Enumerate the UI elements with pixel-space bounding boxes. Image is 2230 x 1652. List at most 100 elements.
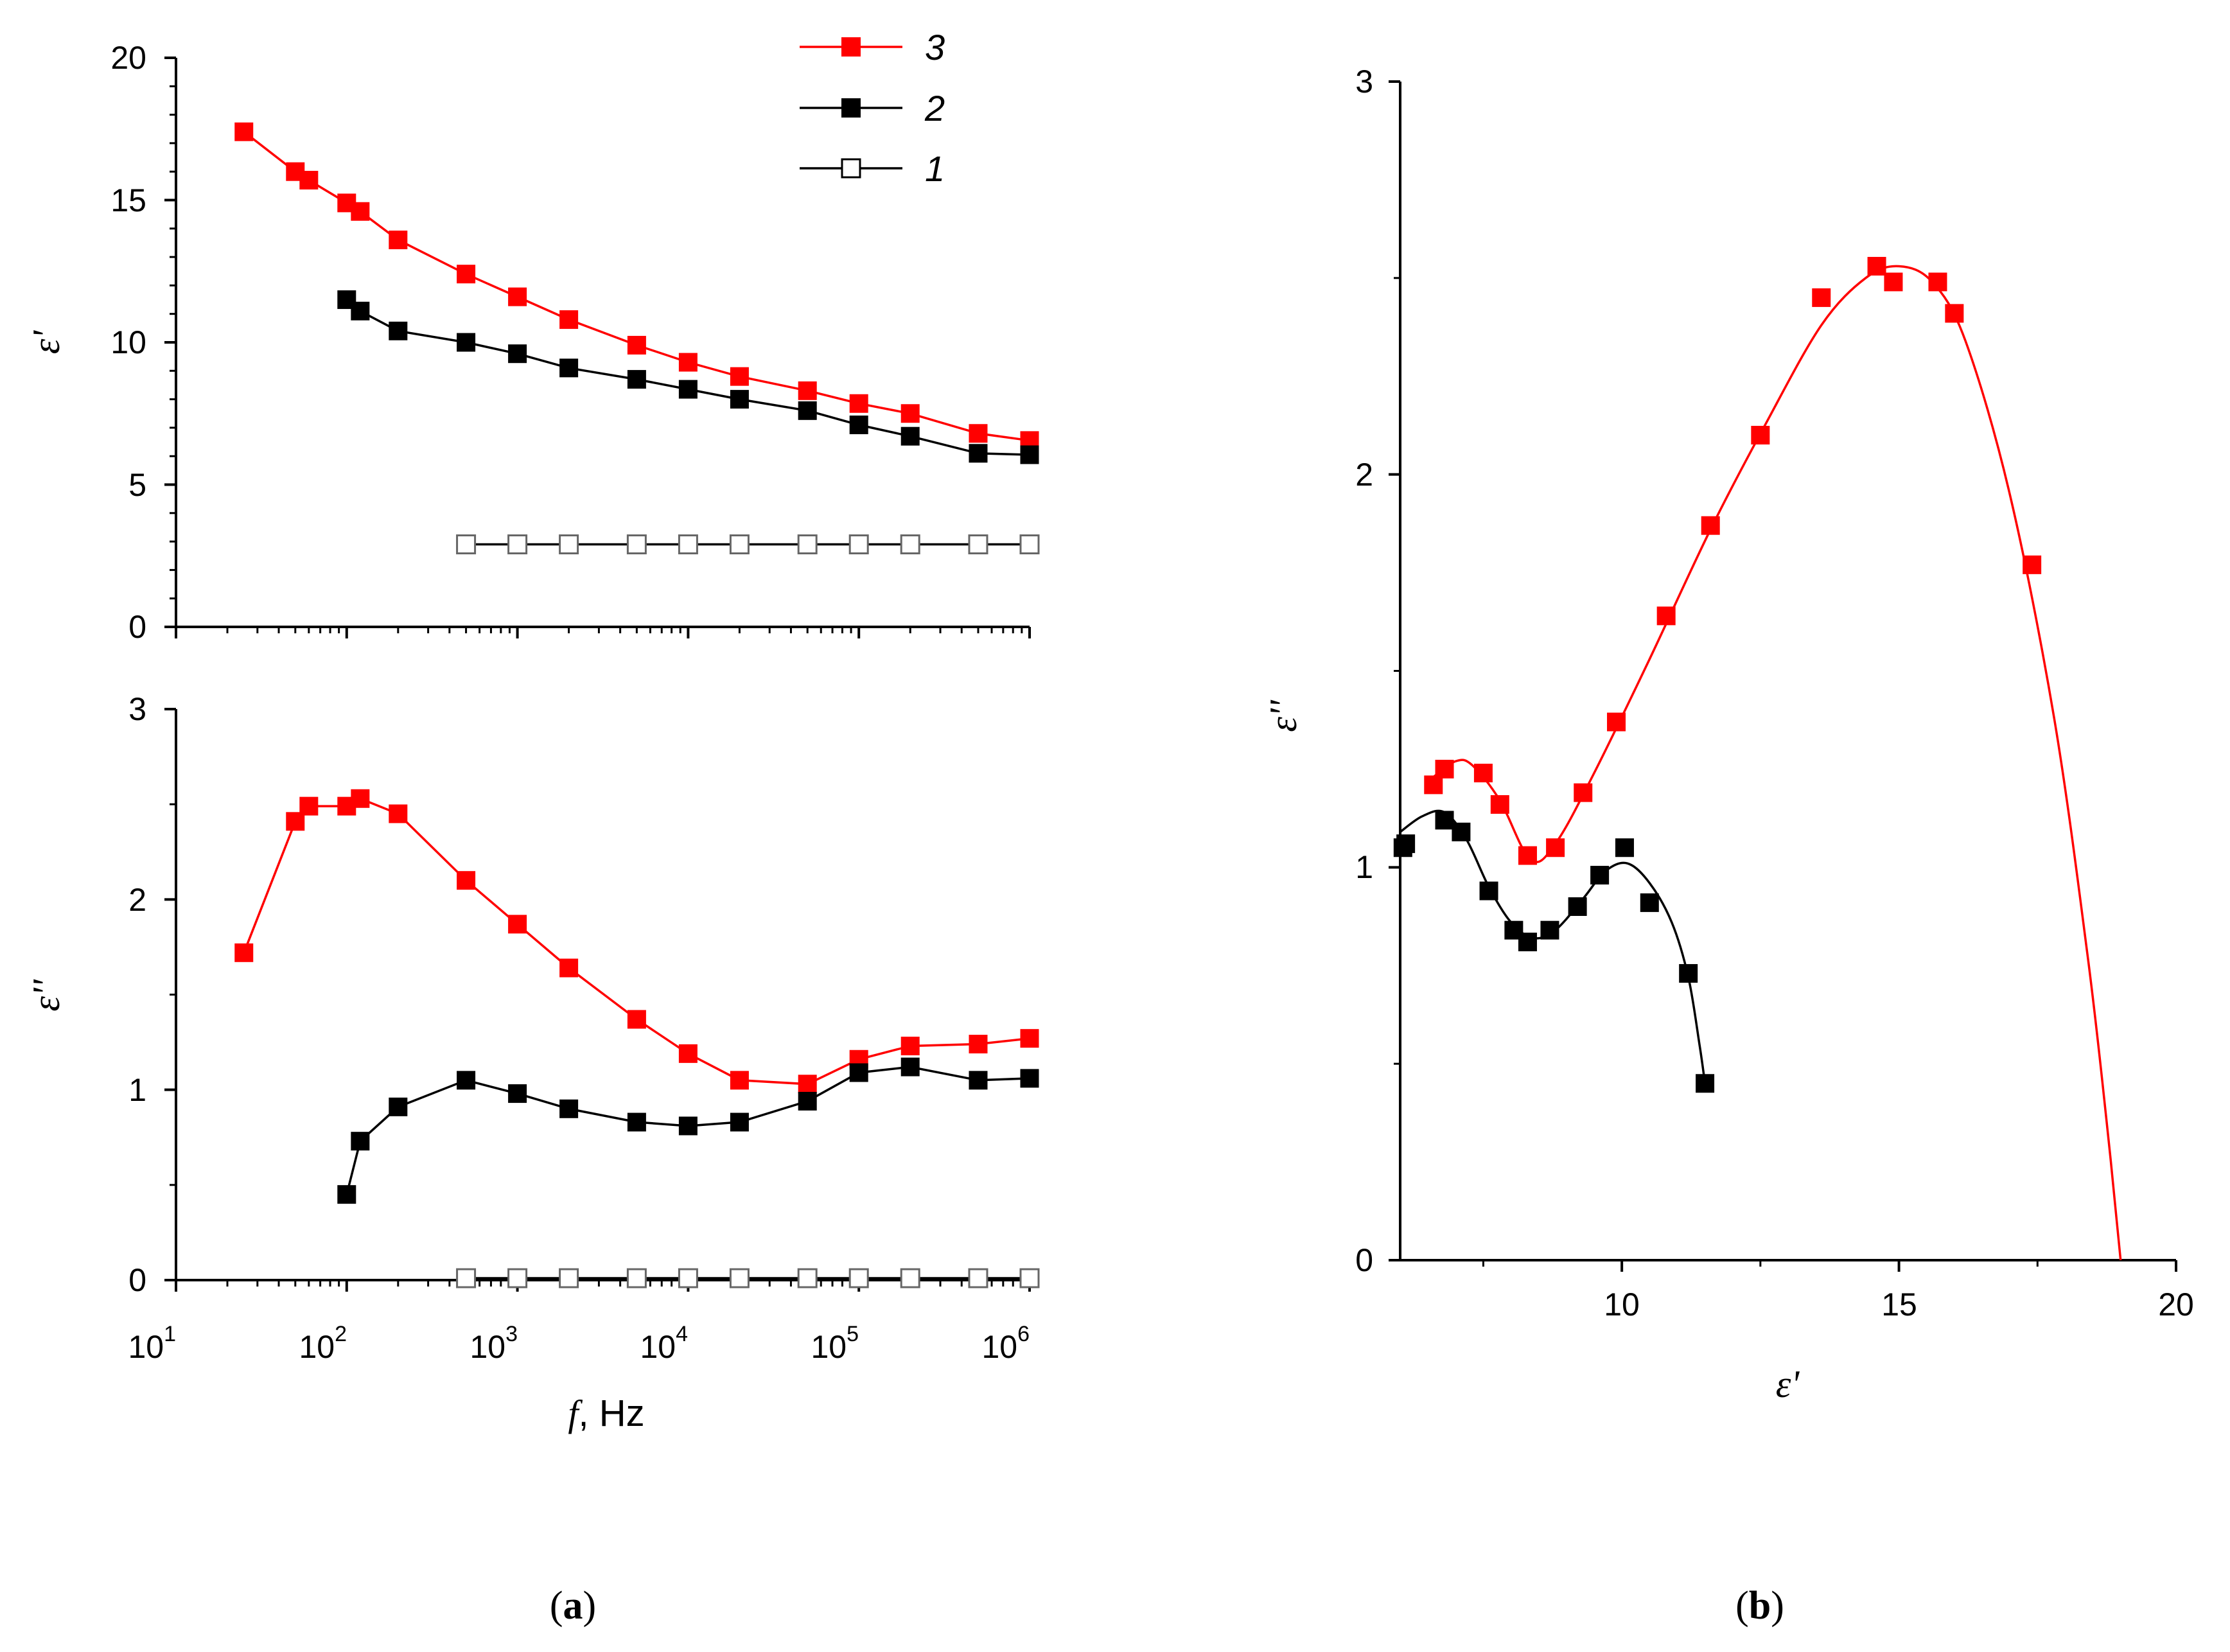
a-top-series-3-point [678, 353, 698, 372]
a-top-series-3-point [559, 310, 579, 330]
b-xtick-label: 20 [2158, 1287, 2194, 1322]
a-bottom-series-2-point [678, 1116, 698, 1136]
b-ytick-label: 0 [1355, 1242, 1373, 1278]
a-bottom-series-3-point [351, 789, 370, 808]
b-series-2-point [1590, 866, 1610, 885]
a-top-series-3-point [969, 424, 988, 443]
a-bottom-series-2-point [559, 1099, 579, 1118]
b-series-3-point [1518, 846, 1537, 865]
b-series-3-point [1945, 304, 1964, 323]
b-series-3-point [1884, 272, 1903, 292]
b-xtick-label: 10 [1604, 1287, 1640, 1322]
a-bottom-series-1-point [507, 1268, 528, 1288]
a-top-series-1-point [626, 534, 647, 555]
b-series-2-point [1615, 838, 1634, 857]
a-bottom-series-3-point [234, 943, 254, 962]
a-top-series-1-point [559, 534, 579, 555]
a-top-series-2-point [969, 444, 988, 463]
b-series-2-point [1568, 897, 1587, 916]
a-bottom-series-1-point [678, 1268, 698, 1288]
a-bottom-series-3-point [457, 871, 476, 890]
panel-a-top-plot: 0 5 10 15 20 ε' [25, 40, 1040, 645]
a-top-series-2-point [351, 301, 370, 321]
a-bottom-series-2-point [798, 1091, 817, 1111]
b-series-3-point [1812, 288, 1831, 307]
a-top-series-2-point [849, 415, 868, 434]
panel-label-b: (b) [1735, 1584, 1784, 1628]
a-top-series-3-point [508, 287, 527, 306]
b-xtick-label: 15 [1881, 1287, 1917, 1322]
a-bottom-series-1-point [1019, 1268, 1040, 1288]
a-top-ytick-label: 20 [110, 40, 146, 76]
b-series-3-point [1574, 783, 1593, 802]
a-bottom-y-axis-title: ε'' [25, 979, 67, 1011]
b-series-3-point [1607, 712, 1626, 732]
a-top-series-3-point [849, 394, 868, 413]
a-bottom-series-3-point [798, 1075, 817, 1094]
a-top-ytick-label: 15 [110, 182, 146, 218]
a-bottom-series-2-point [627, 1112, 646, 1132]
a-bottom-series-3-point [678, 1044, 698, 1063]
b-ytick-label: 1 [1355, 849, 1373, 885]
a-bottom-ytick-label: 1 [128, 1072, 146, 1108]
a-top-series-3-point [798, 381, 817, 400]
b-series-2-point [1452, 822, 1471, 841]
b-series-2-point [1679, 963, 1698, 983]
a-xtick-label: 103 [470, 1322, 518, 1365]
b-series-3-point [1928, 272, 1947, 292]
a-bottom-series-1-point [968, 1268, 988, 1288]
a-bottom-series-3-point [969, 1035, 988, 1054]
legend-label: 2 [924, 88, 945, 128]
a-x-axis-title: f, Hz [568, 1393, 644, 1434]
a-top-series-2-point [457, 333, 476, 352]
a-bottom-series-1-point [729, 1268, 750, 1288]
legend-label: 1 [925, 148, 945, 189]
a-top-series-2-point [730, 390, 749, 409]
a-top-series-3-point [234, 122, 254, 141]
b-ytick-label: 3 [1355, 64, 1373, 100]
a-top-series-2-point [678, 380, 698, 399]
a-bottom-series-2-point [351, 1132, 370, 1151]
a-bottom-series-3-point [286, 812, 305, 831]
b-series-3-fit-curve [1432, 265, 2122, 1261]
a-top-series-3-point [627, 335, 646, 355]
a-top-series-3-point [389, 231, 408, 250]
a-top-series-2-line [346, 299, 1030, 456]
a-top-series-1-point [729, 534, 750, 555]
a-bottom-series-1-point [559, 1268, 579, 1288]
a-top-series-3-line [243, 130, 1030, 442]
a-top-series-1-point [797, 534, 818, 555]
b-series-2-point [1435, 811, 1454, 830]
a-top-ytick-label: 0 [128, 609, 146, 645]
a-top-series-1-point [848, 534, 869, 555]
a-top-series-2-point [1020, 445, 1039, 464]
b-series-3-point [1867, 256, 1886, 276]
b-series-3-point [1473, 764, 1493, 783]
legend-marker [841, 158, 861, 179]
a-bottom-series-2-point [849, 1063, 868, 1082]
a-bottom-series-3-point [1020, 1029, 1039, 1048]
a-top-series-3-point [351, 202, 370, 221]
b-series-3-point [1701, 516, 1720, 535]
panel-label-a: (a) [550, 1584, 596, 1628]
a-xtick-label: 102 [299, 1322, 347, 1365]
a-top-series-3-point [299, 170, 319, 189]
a-xtick-label: 106 [981, 1322, 1030, 1365]
b-series-2-point [1540, 920, 1559, 940]
a-bottom-series-3-point [627, 1010, 646, 1029]
legend-marker [841, 98, 861, 118]
b-series-2-point [1396, 834, 1416, 854]
a-bottom-ytick-label: 3 [128, 691, 146, 727]
a-top-series-2-point [798, 401, 817, 420]
b-series-2-point [1518, 933, 1537, 952]
legend-marker [841, 37, 861, 57]
panel-b-plot: 0 1 2 3 10 15 20 ε' ε'' [1262, 64, 2194, 1405]
b-series-2-point [1640, 893, 1659, 912]
b-series-2-point [1479, 881, 1498, 901]
a-bottom-series-1-point [626, 1268, 647, 1288]
a-top-series-1-point [507, 534, 528, 555]
b-series-3-point [1751, 426, 1770, 444]
a-bottom-series-1-point [456, 1268, 477, 1288]
legend-entry-2: 2 [800, 88, 945, 128]
b-x-axis-title: ε' [1776, 1363, 1800, 1405]
